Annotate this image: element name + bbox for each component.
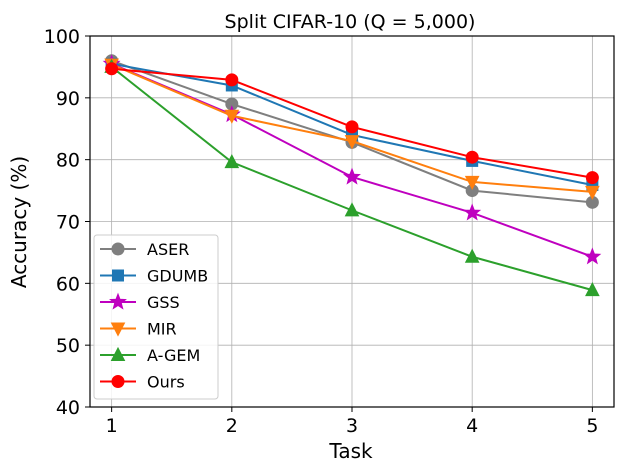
y-tick-label: 80 [56, 150, 80, 172]
data-point-ours [345, 120, 359, 134]
legend-label-gdumb: GDUMB [147, 267, 208, 286]
data-point-ours [585, 171, 599, 185]
data-point-mir [224, 109, 240, 124]
y-tick-label: 90 [56, 88, 80, 110]
data-point-ours [105, 62, 119, 76]
legend-marker-gss [109, 292, 127, 310]
data-point-ours [225, 73, 239, 87]
legend-marker-mir [110, 322, 126, 337]
y-tick-label: 50 [56, 335, 80, 357]
data-point-a-gem [224, 154, 240, 169]
legend-item-ours: Ours [100, 373, 185, 392]
legend-marker-ours [111, 375, 125, 388]
legend-label-aser: ASER [147, 240, 189, 259]
y-tick-label: 70 [56, 212, 80, 234]
data-point-a-gem [344, 202, 360, 217]
series-group [102, 54, 602, 297]
legend-item-gdumb: GDUMB [100, 267, 208, 286]
data-point-gss [343, 167, 361, 185]
legend-item-aser: ASER [100, 240, 189, 259]
chart-title: Split CIFAR-10 (Q = 5,000) [225, 11, 476, 33]
y-tick-label: 60 [56, 273, 80, 295]
ticks: 1 2 3 4 5 40 50 60 70 80 90 100 [44, 26, 599, 437]
series-mir [104, 58, 600, 200]
x-tick-label: 3 [346, 415, 358, 437]
legend-label-a-gem: A-GEM [147, 346, 200, 365]
legend-item-mir: MIR [100, 320, 177, 339]
data-point-gss [463, 203, 482, 221]
y-axis-title: Accuracy (%) [7, 156, 31, 288]
legend-marker-gdumb [112, 269, 124, 282]
x-tick-label: 5 [586, 415, 598, 437]
data-point-mir [585, 185, 600, 200]
legend-label-mir: MIR [147, 320, 177, 339]
data-point-ours [465, 150, 479, 164]
x-tick-label: 2 [226, 415, 238, 437]
legend-item-gss: GSS [100, 292, 180, 312]
y-tick-label: 40 [56, 397, 80, 419]
data-point-gss [583, 247, 602, 265]
legend-label-gss: GSS [147, 293, 180, 312]
data-point-a-gem [585, 282, 600, 297]
x-axis-title: Task [328, 439, 373, 463]
x-tick-label: 1 [106, 415, 118, 437]
legend-marker-a-gem [110, 346, 126, 361]
data-point-mir [344, 135, 360, 150]
x-tick-label: 4 [466, 415, 478, 437]
y-tick-label: 100 [44, 26, 80, 48]
series-ours [105, 62, 599, 185]
legend-item-a-gem: A-GEM [100, 346, 200, 365]
legend-label-ours: Ours [147, 373, 185, 392]
data-point-a-gem [464, 248, 480, 263]
legend-marker-aser [111, 242, 125, 256]
legend: ASER GDUMB GSS MIR A-GEM Ours [93, 234, 219, 400]
data-point-mir [464, 175, 480, 191]
